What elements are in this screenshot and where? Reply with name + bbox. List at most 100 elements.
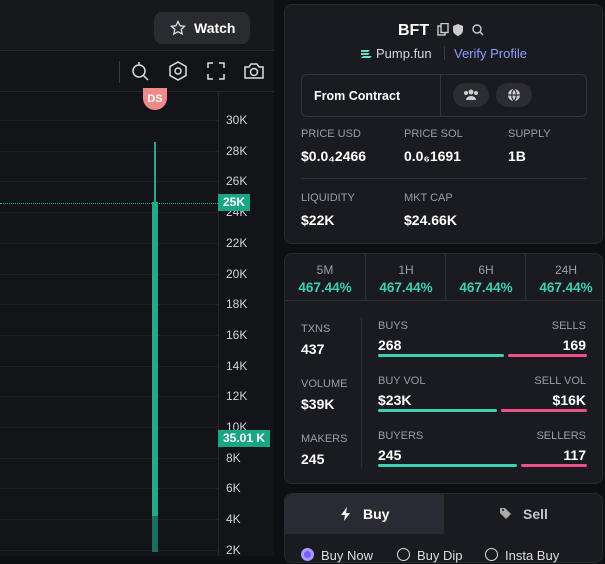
grid-line bbox=[0, 273, 218, 275]
axis-label: 2K bbox=[226, 542, 241, 557]
stat-label: MKT CAP bbox=[404, 192, 453, 204]
fullscreen-icon[interactable] bbox=[207, 62, 225, 80]
axis-label: 18K bbox=[226, 297, 248, 312]
timeframe-change: 467.44% bbox=[298, 280, 352, 295]
radio bbox=[397, 548, 410, 561]
timeframe-label: 24H bbox=[554, 263, 577, 277]
divider bbox=[361, 318, 362, 468]
stat-label: PRICE USD bbox=[301, 128, 361, 140]
stat-value: $0.0₄2466 bbox=[301, 148, 367, 164]
split-label: BUYS bbox=[378, 320, 408, 332]
split-value: $16K bbox=[552, 392, 586, 408]
radio bbox=[301, 548, 314, 561]
buy-bar bbox=[378, 354, 505, 357]
grid-line bbox=[0, 212, 218, 214]
split-label: SELLERS bbox=[536, 430, 586, 442]
total-label: TXNS bbox=[301, 323, 331, 335]
stat-label: PRICE SOL bbox=[404, 128, 463, 140]
grid-line bbox=[0, 488, 218, 490]
sell-bar bbox=[501, 409, 587, 412]
timeframe-tab[interactable]: 24H 467.44% bbox=[525, 254, 605, 300]
axis-label: 6K bbox=[226, 481, 241, 496]
axis-label: 22K bbox=[226, 235, 248, 250]
watch-label: Watch bbox=[194, 20, 236, 36]
grid-line bbox=[0, 150, 218, 152]
divider bbox=[285, 300, 602, 301]
stat-value: 1B bbox=[508, 148, 526, 164]
token-card: BFT Pump.fun Verify Profile From Contrac… bbox=[284, 4, 603, 244]
axis-label: 8K bbox=[226, 450, 241, 465]
volume-tag: 35.01 K bbox=[218, 430, 270, 447]
grid-line bbox=[0, 334, 218, 336]
total-label: VOLUME bbox=[301, 378, 348, 390]
axis-border bbox=[218, 92, 219, 556]
split-value: 169 bbox=[562, 337, 586, 353]
axis-label: 28K bbox=[226, 143, 248, 158]
timeframe-label: 1H bbox=[398, 263, 414, 277]
sell-bar bbox=[521, 464, 587, 467]
candle-wick bbox=[154, 142, 156, 204]
buy-tab[interactable]: Buy bbox=[285, 494, 444, 534]
price-line bbox=[0, 203, 218, 204]
contract-box: From Contract bbox=[301, 74, 587, 117]
grid-line bbox=[0, 457, 218, 459]
divider bbox=[440, 75, 441, 116]
buy-bar bbox=[378, 409, 498, 412]
token-symbol: BFT bbox=[398, 22, 430, 39]
timeframe-change: 467.44% bbox=[379, 280, 433, 295]
candle-body bbox=[152, 202, 158, 516]
axis-label: 26K bbox=[226, 174, 248, 189]
volume-bar bbox=[152, 516, 158, 552]
last-price-tag: 25K bbox=[218, 194, 250, 211]
timeframe-tab[interactable]: 1H 467.44% bbox=[365, 254, 446, 300]
timeframe-tab[interactable]: 5M 467.44% bbox=[285, 254, 365, 300]
grid-line bbox=[0, 365, 218, 367]
timeframe-change: 467.44% bbox=[459, 280, 513, 295]
stat-value: 0.0₆1691 bbox=[404, 148, 461, 164]
axis-label: 14K bbox=[226, 358, 248, 373]
grid-line bbox=[0, 427, 218, 428]
grid-line bbox=[0, 181, 218, 183]
axis-label: 12K bbox=[226, 389, 248, 404]
timeframe-label: 6H bbox=[478, 263, 494, 277]
timeframe-tab[interactable]: 6H 467.44% bbox=[445, 254, 526, 300]
split-label: SELL VOL bbox=[534, 375, 586, 387]
total-label: MAKERS bbox=[301, 433, 348, 445]
buy-bar bbox=[378, 464, 518, 467]
platform-link[interactable]: Pump.fun bbox=[376, 46, 432, 61]
grid-line bbox=[0, 242, 218, 244]
split-value: 268 bbox=[378, 337, 402, 353]
verify-link[interactable]: Verify Profile bbox=[454, 46, 527, 61]
split-label: BUYERS bbox=[378, 430, 424, 442]
grid-line bbox=[0, 549, 218, 551]
axis-label: 30K bbox=[226, 113, 248, 127]
timeframe-change: 467.44% bbox=[539, 280, 593, 295]
stat-value: $22K bbox=[301, 212, 335, 228]
marker[interactable]: DS bbox=[143, 88, 167, 110]
indicator-icon[interactable] bbox=[130, 61, 150, 81]
split-label: SELLS bbox=[551, 320, 586, 332]
split-value: 245 bbox=[378, 447, 402, 463]
axis-label: 16K bbox=[226, 327, 248, 342]
divider bbox=[119, 61, 120, 83]
grid-line bbox=[0, 120, 218, 121]
token-icons[interactable] bbox=[437, 23, 487, 37]
website-button[interactable] bbox=[496, 83, 532, 107]
grid-line bbox=[0, 304, 218, 306]
sell-tab[interactable]: Sell bbox=[444, 494, 602, 534]
grid-line bbox=[0, 519, 218, 521]
star-icon bbox=[170, 20, 186, 36]
divider bbox=[301, 178, 587, 179]
radio bbox=[485, 548, 498, 561]
axis-label: 20K bbox=[226, 266, 248, 281]
split-value: $23K bbox=[378, 392, 412, 408]
camera-icon[interactable] bbox=[243, 62, 265, 80]
contract-label: From Contract bbox=[314, 89, 401, 103]
activity-card: 5M 467.44% 1H 467.44% 6H 467.44% 24H 467.44% TX… bbox=[284, 253, 603, 484]
settings-icon[interactable] bbox=[168, 61, 188, 81]
total-value: 245 bbox=[301, 451, 325, 467]
community-button[interactable] bbox=[453, 83, 489, 107]
watch-button[interactable]: Watch bbox=[154, 12, 250, 44]
grid-line bbox=[0, 396, 218, 398]
